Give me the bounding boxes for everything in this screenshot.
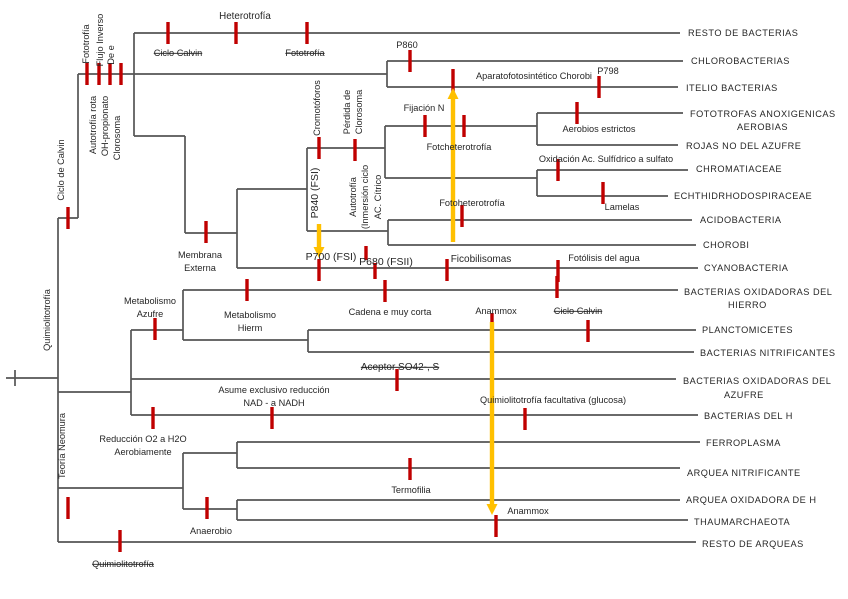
vertical-annotation-label: Clorosoma <box>354 89 364 134</box>
taxon-label: AZUFRE <box>724 390 764 400</box>
taxon-label: CHROMATIACEAE <box>696 164 782 174</box>
taxon-label: BACTERIAS OXIDADORAS DEL <box>684 287 832 297</box>
vertical-annotation-label: Autotrofía rota <box>88 95 98 154</box>
annotation-label: P860 <box>396 40 417 50</box>
vertical-annotation-label: P840 (FSI) <box>309 168 321 219</box>
annotation-label: Metabolismo Hierm <box>224 310 276 333</box>
transfer-arrowhead-icon <box>486 504 498 515</box>
vertical-annotation-label: Quimiolitotrofía <box>42 288 52 351</box>
annotation-label: Anaerobio <box>190 526 232 536</box>
annotation-label: Fotoheterotrofía <box>439 198 505 208</box>
annotation-label: Anammox <box>507 506 549 516</box>
annotation-label: Lamelas <box>605 202 640 212</box>
taxon-label: ARQUEA OXIDADORA DE H <box>686 495 816 505</box>
taxon-label: ECHTHIDRHODOSPIRACEAE <box>674 191 812 201</box>
transfer-arrowhead-icon <box>447 88 459 99</box>
annotation-label: Anammox <box>475 306 517 316</box>
annotation-label: Fijación N <box>404 103 445 113</box>
taxon-label: FOTOTROFAS ANOXIGENICAS <box>690 109 836 119</box>
taxon-label: ROJAS NO DEL AZUFRE <box>686 141 801 151</box>
taxon-label: CHLOROBACTERIAS <box>691 56 790 66</box>
annotation-label: Fototrofía <box>285 48 325 58</box>
annotation-label: Aerobios estrictos <box>562 124 635 134</box>
annotation-label: Ficobilisomas <box>451 254 512 265</box>
vertical-annotation-label: De e <box>106 45 116 64</box>
taxon-label: FERROPLASMA <box>706 438 781 448</box>
vertical-annotation-label: Autotrofía <box>348 176 358 217</box>
vertical-annotation-label: Flujo Inverso <box>95 14 105 67</box>
annotation-label: Quimiolitotrofía facultativa (glucosa) <box>480 395 626 405</box>
annotation-label: Heterotrofía <box>219 11 271 22</box>
annotation-label: Aceptor SO42-, S <box>361 362 440 373</box>
vertical-annotation-label: OH-propionato <box>100 96 110 156</box>
taxon-label: BACTERIAS DEL H <box>704 411 793 421</box>
taxon-label: BACTERIAS NITRIFICANTES <box>700 348 836 358</box>
taxon-label: CHOROBI <box>703 240 749 250</box>
taxon-label: AEROBIAS <box>737 122 788 132</box>
taxon-label: THAUMARCHAEOTA <box>694 517 791 527</box>
vertical-annotation-label: Teoría Neomura <box>57 412 67 479</box>
vertical-annotation-label: Pérdida de <box>342 90 352 134</box>
vertical-annotation-label: AC. Cítrico <box>373 175 383 219</box>
taxon-label: BACTERIAS OXIDADORAS DEL <box>683 376 831 386</box>
annotation-label: Oxidación Ac. Sulfídrico a sulfato <box>539 154 673 164</box>
annotation-label: Fotcheterotrofía <box>427 142 493 152</box>
taxon-label: HIERRO <box>728 300 767 310</box>
annotation-label: Fotólisis del agua <box>568 253 640 263</box>
annotation-label: P700 (FSI) <box>306 251 357 263</box>
vertical-annotation-label: Fototrofía <box>81 23 91 63</box>
annotation-label: Aparatofotosintético Chorobi <box>476 71 592 81</box>
annotation-label: Ciclo Calvin <box>554 306 603 316</box>
annotation-label: Metabolismo Azufre <box>124 296 176 319</box>
taxon-label: RESTO DE BACTERIAS <box>688 28 798 38</box>
annotation-label: P680 (FSII) <box>359 256 413 268</box>
taxon-label: ACIDOBACTERIA <box>700 215 782 225</box>
vertical-annotation-label: Cromotóforos <box>312 80 322 136</box>
transfer-arrowhead-icon <box>313 247 325 258</box>
taxon-label: RESTO DE ARQUEAS <box>702 539 804 549</box>
annotation-label: Termofilia <box>391 485 431 495</box>
vertical-annotation-label: (Inmersión ciclo <box>360 165 370 229</box>
taxon-label: ARQUEA NITRIFICANTE <box>687 468 801 478</box>
taxon-label: ITELIO BACTERIAS <box>686 83 778 93</box>
vertical-annotation-label: Ciclo de Calvin <box>56 139 66 200</box>
annotation-label: Cadena e muy corta <box>349 307 433 317</box>
annotation-label: Asume exclusivo reducción NAD - a NADH <box>218 385 329 408</box>
taxon-label: CYANOBACTERIA <box>704 263 789 273</box>
annotation-label: Quimiolitotrofía <box>92 559 155 569</box>
annotation-label: P798 <box>597 66 618 76</box>
annotation-label: Membrana Externa <box>178 250 223 273</box>
annotation-label: Ciclo Calvin <box>154 48 203 58</box>
vertical-annotation-label: Clorosoma <box>112 115 122 160</box>
taxon-label: PLANCTOMICETES <box>702 325 793 335</box>
annotation-label: Reducción O2 a H2O Aerobiamente <box>99 434 186 457</box>
